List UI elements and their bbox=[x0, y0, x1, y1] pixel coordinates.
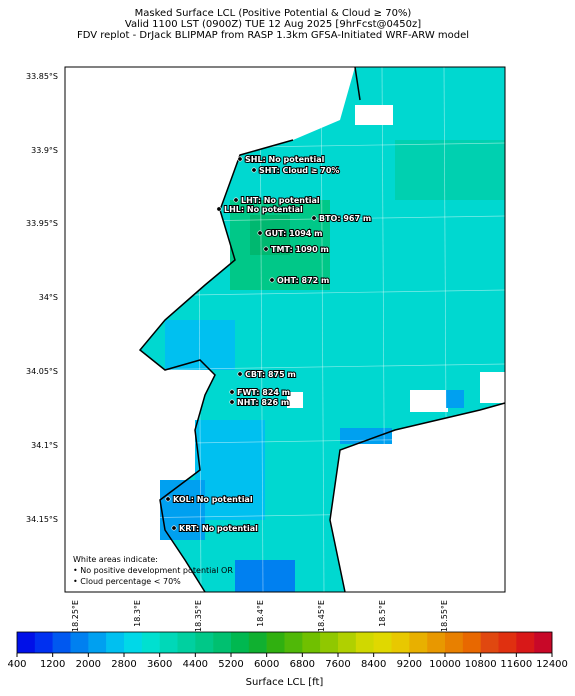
station-label: KOL: No potential bbox=[173, 495, 253, 504]
station-label: GUT: 1094 m bbox=[265, 229, 322, 238]
station-label: LHL: No potential bbox=[224, 205, 303, 214]
colorbar-tick-label: 4400 bbox=[183, 659, 208, 670]
colorbar-tick-label: 6800 bbox=[290, 659, 315, 670]
lon-label: 18.3°E bbox=[133, 600, 142, 627]
colorbar-swatch bbox=[391, 632, 410, 653]
station-dot bbox=[229, 399, 235, 405]
colorbar-swatch bbox=[427, 632, 446, 653]
title-line: FDV replot - DrJack BLIPMAP from RASP 1.… bbox=[77, 30, 469, 41]
station-dot bbox=[171, 525, 177, 531]
colorbar-swatch bbox=[373, 632, 392, 653]
coastline bbox=[138, 66, 506, 593]
lat-label: 34.05°S bbox=[26, 367, 58, 376]
colorbar-tick-label: 6000 bbox=[254, 659, 279, 670]
station-label: LHT: No potential bbox=[241, 196, 320, 205]
lat-label: 34°S bbox=[39, 293, 58, 302]
colorbar-swatch bbox=[195, 632, 214, 653]
lat-label: 33.9°S bbox=[31, 146, 58, 155]
title-line: Valid 1100 LST (0900Z) TUE 12 Aug 2025 [… bbox=[125, 19, 421, 30]
colorbar-swatch bbox=[159, 632, 178, 653]
station-dot bbox=[233, 197, 239, 203]
station-dot bbox=[165, 496, 171, 502]
station-label: OHT: 872 m bbox=[277, 276, 329, 285]
colorbar-swatch bbox=[534, 632, 553, 653]
lat-label: 34.1°S bbox=[31, 441, 58, 450]
colorbar-swatch bbox=[516, 632, 535, 653]
colorbar-tick-label: 7600 bbox=[325, 659, 350, 670]
colorbar-swatch bbox=[409, 632, 428, 653]
station-dot bbox=[257, 230, 263, 236]
lon-label: 18.25°E bbox=[71, 600, 80, 632]
station-label: SHT: Cloud ≥ 70% bbox=[259, 166, 339, 175]
lon-label: 18.4°E bbox=[256, 600, 265, 627]
colorbar-swatch bbox=[462, 632, 481, 653]
lon-label: 18.5°E bbox=[378, 600, 387, 627]
colorbar-tick-label: 11600 bbox=[500, 659, 532, 670]
lat-label: 33.95°S bbox=[26, 219, 58, 228]
colorbar-swatch bbox=[355, 632, 374, 653]
colorbar-swatch bbox=[52, 632, 71, 653]
colorbar-tick-label: 400 bbox=[7, 659, 26, 670]
colorbar-swatch bbox=[302, 632, 321, 653]
colorbar-swatch bbox=[284, 632, 303, 653]
lon-label: 18.55°E bbox=[440, 600, 449, 632]
station-dot bbox=[263, 246, 269, 252]
colorbar-swatch bbox=[17, 632, 36, 653]
colorbar-tick-label: 2800 bbox=[111, 659, 136, 670]
title-line: Masked Surface LCL (Positive Potential &… bbox=[135, 8, 412, 19]
colorbar-tick-label: 10800 bbox=[465, 659, 497, 670]
colorbar-swatch bbox=[177, 632, 196, 653]
station-dot bbox=[216, 206, 222, 212]
station-label: FWT: 824 m bbox=[237, 388, 290, 397]
station-dot bbox=[311, 215, 317, 221]
station-dot bbox=[237, 156, 243, 162]
colorbar-tick-label: 3600 bbox=[147, 659, 172, 670]
colorbar-swatch bbox=[34, 632, 53, 653]
colorbar-swatch bbox=[141, 632, 160, 653]
colorbar-swatch bbox=[213, 632, 232, 653]
colorbar-swatch bbox=[480, 632, 499, 653]
lon-label: 18.45°E bbox=[317, 600, 326, 632]
lat-label: 34.15°S bbox=[26, 515, 58, 524]
grid-lines bbox=[64, 66, 506, 593]
station-label: CBT: 875 m bbox=[245, 370, 296, 379]
colorbar-swatch bbox=[338, 632, 357, 653]
colorbar-swatch bbox=[498, 632, 517, 653]
colorbar-tick-label: 10000 bbox=[429, 659, 461, 670]
colorbar-swatch bbox=[106, 632, 125, 653]
lat-label: 33.85°S bbox=[26, 72, 58, 81]
colorbar-tick-label: 9200 bbox=[397, 659, 422, 670]
station-label: KRT: No potential bbox=[179, 524, 258, 533]
colorbar-swatch bbox=[266, 632, 285, 653]
colorbar-tick-label: 1200 bbox=[40, 659, 65, 670]
colorbar-swatch bbox=[248, 632, 267, 653]
colorbar-frame bbox=[16, 631, 553, 654]
colorbar-label: Surface LCL [ft] bbox=[246, 677, 324, 688]
colorbar-swatch bbox=[124, 632, 143, 653]
note-line: • Cloud percentage < 70% bbox=[73, 577, 181, 586]
colorbar-swatch bbox=[445, 632, 464, 653]
colorbar-swatch bbox=[70, 632, 89, 653]
colorbar-tick-label: 12400 bbox=[536, 659, 568, 670]
colorbar-swatch bbox=[320, 632, 339, 653]
map-frame bbox=[64, 66, 506, 593]
colorbar-swatch bbox=[231, 632, 250, 653]
colorbar-tick-label: 2000 bbox=[76, 659, 101, 670]
station-dot bbox=[237, 371, 243, 377]
station-dot bbox=[269, 277, 275, 283]
station-label: NHT: 826 m bbox=[237, 398, 289, 407]
colorbar-tick-label: 8400 bbox=[361, 659, 386, 670]
station-label: BTO: 967 m bbox=[319, 214, 371, 223]
lon-label: 18.35°E bbox=[194, 600, 203, 632]
station-label: SHL: No potential bbox=[245, 155, 325, 164]
station-dot bbox=[251, 167, 257, 173]
station-dot bbox=[229, 389, 235, 395]
colorbar-swatch bbox=[88, 632, 107, 653]
note-line: • No positive development potential OR bbox=[73, 566, 233, 575]
station-label: TMT: 1090 m bbox=[271, 245, 329, 254]
note-line: White areas indicate: bbox=[73, 555, 158, 564]
colorbar-tick-label: 5200 bbox=[218, 659, 243, 670]
